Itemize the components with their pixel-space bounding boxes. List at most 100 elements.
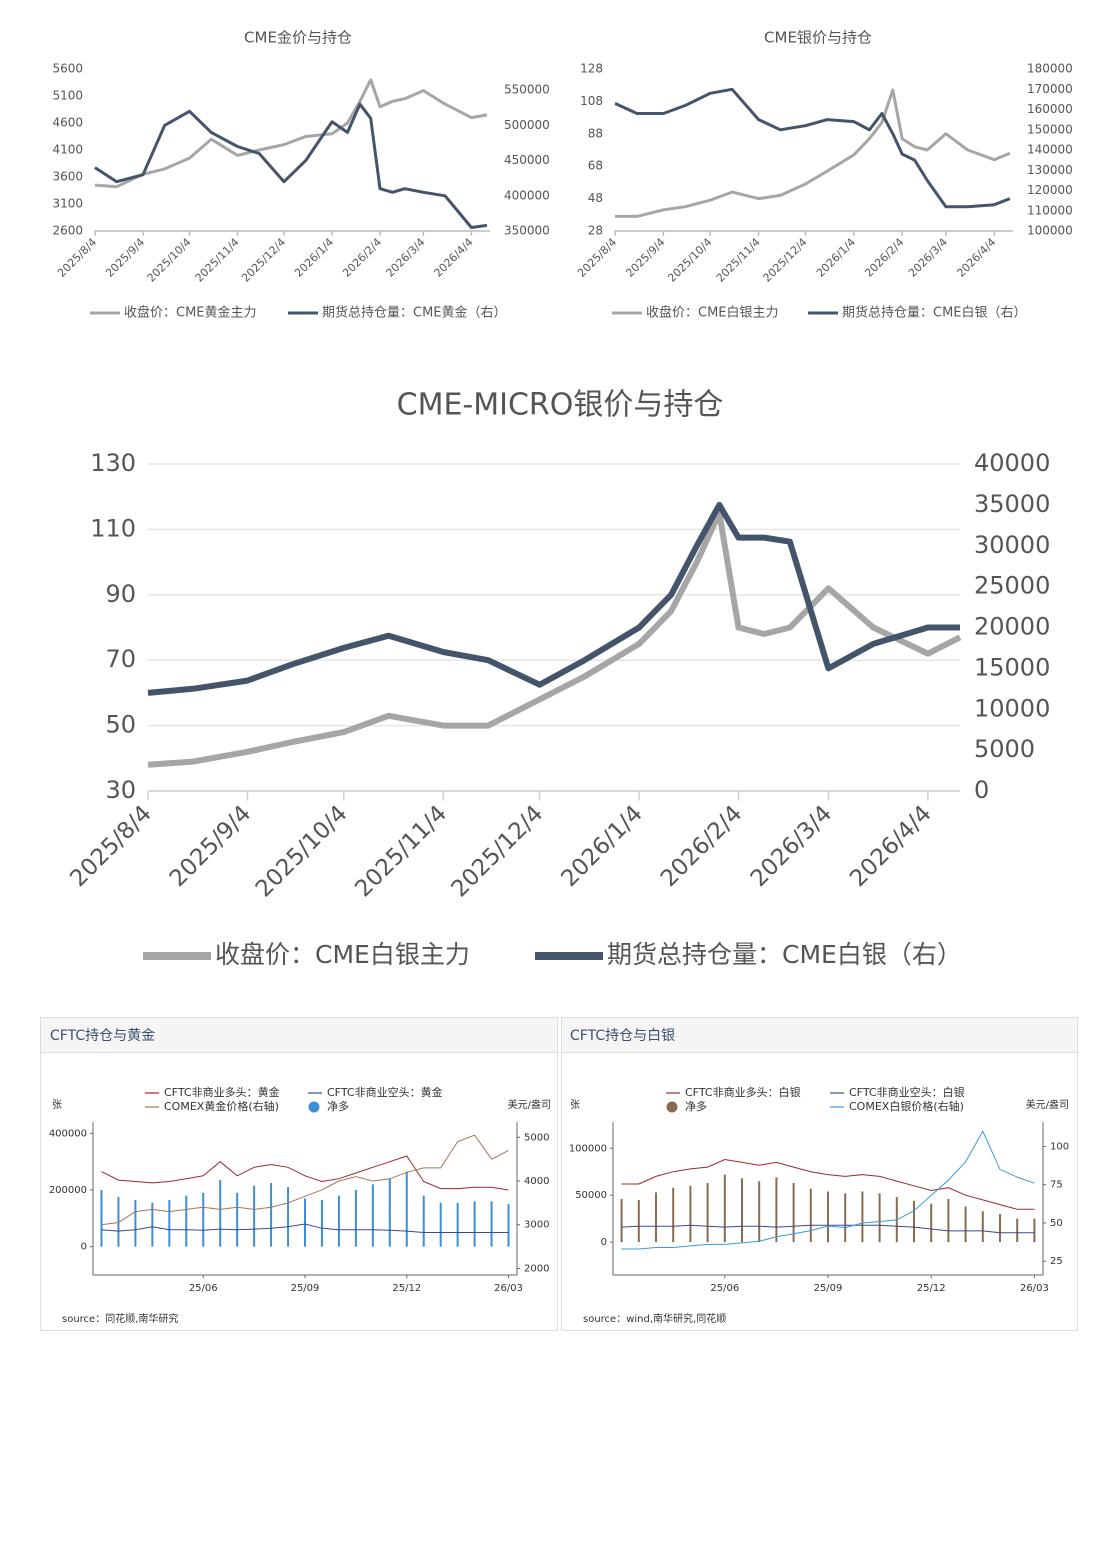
bar [422, 1195, 425, 1247]
y2-tick-label: 140000 [1027, 143, 1073, 157]
series-line [101, 1155, 509, 1191]
x-tick-label: 2026/4/4 [954, 236, 998, 280]
y-tick-label: 90 [105, 580, 136, 608]
bar [490, 1201, 493, 1247]
source-note: source：wind,南华研究,同花顺 [583, 1312, 726, 1325]
x-tick-label: 2025/8/4 [55, 236, 99, 280]
bar [913, 1200, 915, 1243]
x-tick-label: 2025/9/4 [623, 236, 667, 280]
bar [792, 1183, 795, 1243]
y2-tick-label: 30000 [974, 531, 1050, 559]
y-tick-label: 68 [588, 159, 603, 173]
panel-frame [40, 1017, 558, 1331]
y2-tick-label: 25 [1050, 1256, 1063, 1267]
y2-tick-label: 110000 [1027, 203, 1073, 217]
x-tick-label: 2025/8/4 [65, 801, 156, 892]
legend-label: COMEX黄金价格(右轴) [164, 1099, 279, 1113]
y2-axis-unit: 美元/盎司 [508, 1098, 551, 1111]
y2-tick-label: 25000 [974, 572, 1050, 600]
x-tick-label: 2025/10/4 [145, 236, 194, 285]
x-tick-label: 2026/4/4 [845, 801, 936, 892]
y-tick-label: 0 [601, 1237, 607, 1248]
series-line [94, 102, 488, 229]
y-axis-unit: 张 [570, 1099, 580, 1111]
x-tick-label: 2026/2/4 [340, 236, 384, 280]
legend-label: 收盘价：CME白银主力 [215, 940, 470, 969]
bar [1016, 1218, 1019, 1243]
bar [775, 1177, 778, 1243]
x-tick-label: 2026/1/4 [556, 801, 647, 892]
legend-label: 净多 [327, 1099, 349, 1113]
x-tick-label: 2025/11/4 [193, 236, 242, 285]
x-tick-label: 2025/11/4 [714, 236, 763, 285]
y2-tick-label: 400000 [504, 188, 550, 202]
bar [809, 1188, 812, 1243]
y2-tick-label: 15000 [974, 653, 1050, 681]
bar [202, 1192, 205, 1247]
y2-tick-label: 0 [974, 776, 989, 804]
bar [287, 1187, 290, 1247]
x-tick-label: 2026/1/4 [814, 236, 858, 280]
x-tick-label: 25/06 [710, 1283, 739, 1294]
series-line [147, 510, 962, 768]
legend-swatch [308, 1101, 320, 1113]
y-tick-label: 5600 [52, 62, 83, 76]
series-line [101, 1223, 509, 1233]
y-tick-label: 30 [105, 776, 136, 804]
y2-tick-label: 2000 [524, 1263, 549, 1274]
bar [620, 1198, 623, 1243]
y-tick-label: 4100 [52, 143, 83, 157]
x-tick-label: 25/09 [814, 1283, 843, 1294]
bar [930, 1203, 933, 1243]
x-tick-label: 2025/12/4 [761, 236, 810, 285]
x-tick-label: 2025/9/4 [103, 236, 147, 280]
y-tick-label: 128 [580, 62, 603, 76]
legend-label: CFTC非商业多头：黄金 [164, 1085, 280, 1099]
y-tick-label: 4600 [52, 116, 83, 130]
x-tick-label: 26/03 [1020, 1283, 1049, 1294]
panel-header [562, 1018, 1077, 1052]
y-tick-label: 110 [90, 514, 136, 542]
bar [507, 1204, 510, 1247]
bar [827, 1191, 829, 1243]
x-tick-label: 2026/3/4 [906, 236, 950, 280]
bar [655, 1192, 657, 1243]
x-tick-label: 25/12 [392, 1283, 421, 1294]
x-tick-label: 2025/8/4 [575, 236, 619, 280]
panel-title: CFTC持仓与白银 [570, 1028, 675, 1044]
series-line [615, 88, 1011, 218]
legend-label: 期货总持仓量：CME白银（右） [607, 940, 962, 969]
x-tick-label: 2025/11/4 [350, 801, 452, 903]
bar [168, 1199, 171, 1247]
y2-tick-label: 20000 [974, 613, 1050, 641]
x-tick-label: 2025/12/4 [239, 236, 288, 285]
cftc-gold-panel [40, 1017, 558, 1331]
y2-tick-label: 160000 [1027, 102, 1073, 116]
y2-tick-label: 120000 [1027, 183, 1073, 197]
bar [185, 1195, 188, 1247]
x-tick-label: 2026/3/4 [384, 236, 428, 280]
bar [337, 1195, 340, 1247]
series-line [147, 501, 960, 696]
series-line [101, 1134, 509, 1226]
x-tick-label: 2026/3/4 [746, 801, 837, 892]
y-tick-label: 3100 [52, 197, 83, 211]
bar [253, 1185, 256, 1247]
bar [473, 1201, 476, 1247]
y-tick-label: 50000 [575, 1190, 607, 1201]
legend-label: CFTC非商业空头：黄金 [327, 1085, 443, 1099]
source-note: source：同花顺,南华研究 [62, 1312, 178, 1325]
y2-tick-label: 550000 [504, 83, 550, 97]
y-tick-label: 5100 [52, 89, 83, 103]
x-tick-label: 25/12 [917, 1283, 946, 1294]
legend-label: 期货总持仓量：CME黄金（右） [322, 305, 507, 321]
y2-tick-label: 4000 [524, 1176, 549, 1187]
y-tick-label: 70 [105, 645, 136, 673]
y-tick-label: 88 [588, 126, 603, 140]
chart-title: CME-MICRO银价与持仓 [397, 388, 724, 423]
x-tick-label: 2026/2/4 [862, 236, 906, 280]
x-tick-label: 2025/10/4 [665, 236, 714, 285]
y-tick-label: 400000 [49, 1128, 87, 1139]
